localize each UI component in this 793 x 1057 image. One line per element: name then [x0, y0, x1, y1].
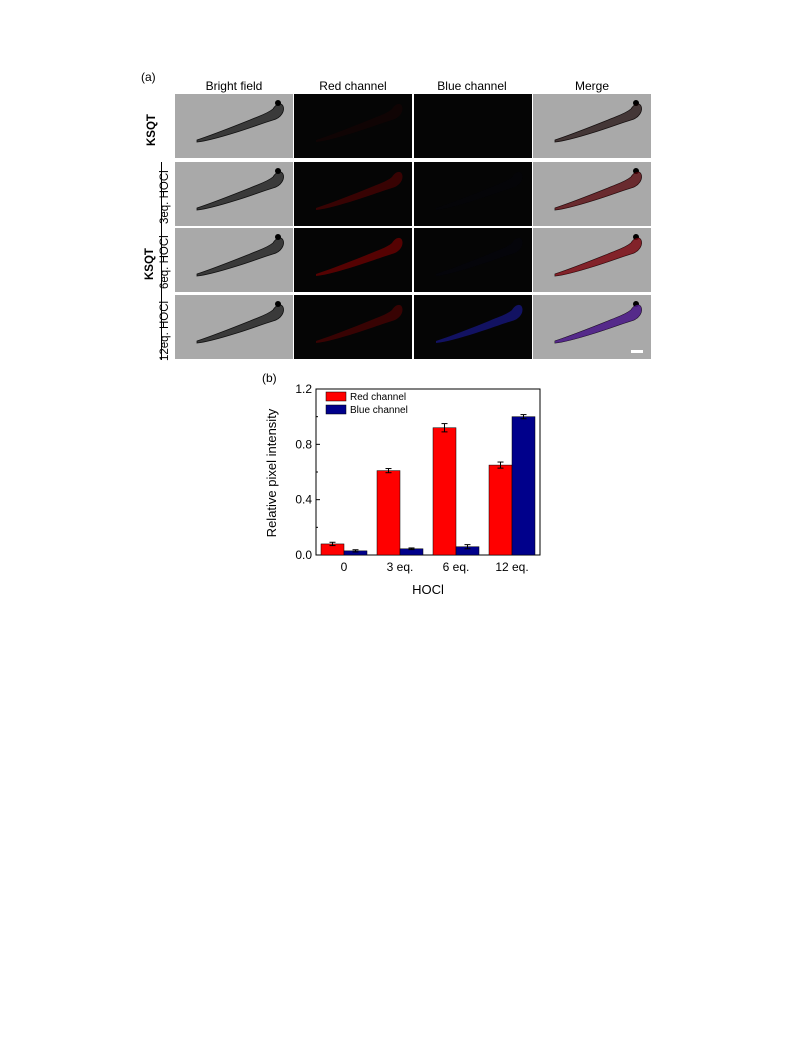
- legend-label-red: Red channel: [350, 392, 406, 403]
- panel-a-label: (a): [141, 70, 156, 84]
- zebrafish-silhouette: [554, 234, 642, 277]
- x-tick-label: 6 eq.: [443, 560, 470, 574]
- zebrafish-silhouette: [316, 171, 403, 210]
- row-label-3eq: 3eq. HOCl: [159, 170, 171, 224]
- y-tick-label: 0.4: [295, 493, 312, 507]
- bar-blue-4: [511, 416, 536, 556]
- tile-red-channel-row-3: [294, 228, 412, 292]
- column-title-red-channel: Red channel: [319, 79, 387, 93]
- tile-blue-channel-row-1: [414, 94, 532, 158]
- zebrafish-silhouette: [316, 237, 403, 276]
- y-tick-label: 1.2: [295, 382, 312, 396]
- panel-b-label: (b): [262, 371, 277, 385]
- x-axis-label: HOCl: [412, 582, 444, 597]
- zebrafish-silhouette: [196, 100, 284, 143]
- tile-bright-field-row-4: [175, 295, 293, 359]
- zebrafish-silhouette: [196, 168, 284, 211]
- tile-blue-channel-row-3: [414, 228, 532, 292]
- tile-bright-field-row-2: [175, 162, 293, 226]
- x-tick-label: 12 eq.: [495, 560, 528, 574]
- legend-label-blue: Blue channel: [350, 405, 408, 416]
- column-title-blue-channel: Blue channel: [437, 79, 507, 93]
- zebrafish-silhouette: [436, 304, 523, 343]
- zebrafish-silhouette: [196, 301, 284, 344]
- tile-bright-field-row-3: [175, 228, 293, 292]
- bar-chart: Relative pixel intensity HOCl 0.0 0.4 0.8 1…: [264, 382, 541, 597]
- zebrafish-silhouette: [436, 104, 523, 142]
- legend-swatch-blue: [325, 404, 347, 415]
- zebrafish-silhouette: [196, 234, 284, 277]
- x-tick-label: 3 eq.: [387, 560, 414, 574]
- row-label-ksqt-control: KSQT: [146, 114, 158, 146]
- x-tick-label: 0: [341, 560, 348, 574]
- zebrafish-silhouette: [436, 238, 523, 276]
- zebrafish-silhouette: [316, 304, 403, 343]
- legend-swatch-red: [325, 391, 347, 402]
- column-title-bright-field: Bright field: [205, 79, 263, 93]
- zebrafish-silhouette: [436, 172, 523, 210]
- tile-blue-channel-row-2: [414, 162, 532, 226]
- group-label-ksqt: KSQT: [144, 248, 156, 280]
- tile-red-channel-row-2: [294, 162, 412, 226]
- tile-merge-row-4: [533, 295, 651, 359]
- zebrafish-silhouette: [316, 103, 403, 142]
- group-bracket-line: [161, 162, 162, 360]
- column-title-merge: Merge: [574, 79, 609, 93]
- tile-red-channel-row-4: [294, 295, 412, 359]
- tile-bright-field-row-1: [175, 94, 293, 158]
- y-axis-label: Relative pixel intensity: [264, 408, 279, 537]
- y-tick-label: 0.8: [295, 437, 312, 451]
- bar-red-4: [488, 464, 513, 556]
- tile-blue-channel-row-4: [414, 295, 532, 359]
- bar-red-3: [432, 427, 457, 556]
- tile-merge-row-3: [533, 228, 651, 292]
- zebrafish-silhouette: [554, 301, 642, 344]
- row-label-6eq: 6eq. HOCl: [159, 235, 171, 289]
- bar-red-2: [376, 470, 401, 556]
- tile-merge-row-1: [533, 94, 651, 158]
- zebrafish-silhouette: [554, 100, 642, 143]
- row-label-12eq: 12eq. HOCl: [159, 300, 171, 361]
- y-tick-label: 0.0: [295, 548, 312, 562]
- scale-bar: [631, 350, 643, 353]
- tile-red-channel-row-1: [294, 94, 412, 158]
- zebrafish-silhouette: [554, 168, 642, 211]
- tile-merge-row-2: [533, 162, 651, 226]
